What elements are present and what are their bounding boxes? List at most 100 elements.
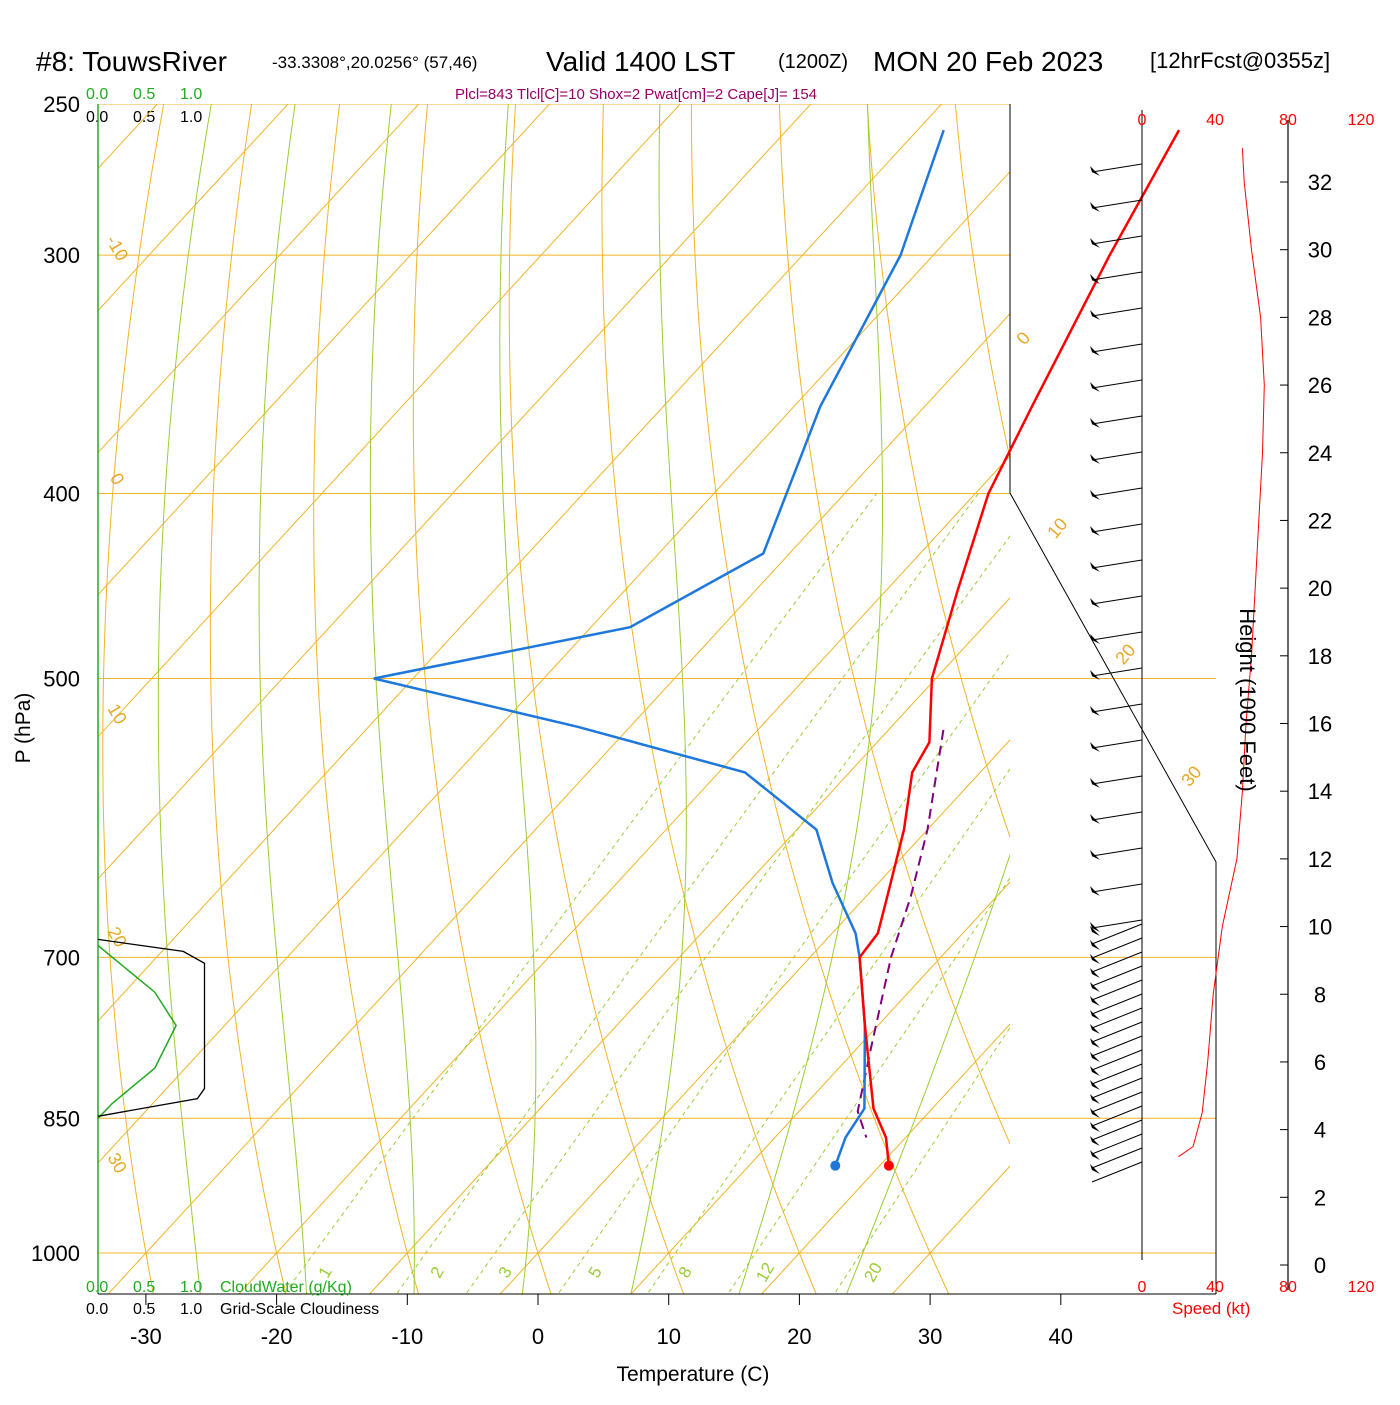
y-tick-label: 500 bbox=[43, 667, 80, 692]
y-tick-label: 700 bbox=[43, 945, 80, 970]
mixing-ratio-label: 3 bbox=[495, 1263, 516, 1281]
cloudwater-line bbox=[97, 944, 177, 1119]
wind-barb-staff bbox=[1091, 811, 1143, 821]
wind-barb-flag bbox=[1090, 1052, 1100, 1062]
wind-barb-flag bbox=[1090, 274, 1100, 284]
wind-barb-staff bbox=[1091, 1105, 1143, 1127]
isotherm-label: 0 bbox=[106, 470, 128, 489]
mixing-ratio-label: 20 bbox=[860, 1259, 886, 1285]
height-tick-label: 16 bbox=[1308, 712, 1332, 737]
wind-speed-line bbox=[1178, 148, 1265, 1158]
isotherm-line bbox=[761, 1023, 1010, 1294]
dry-adiabat-line bbox=[778, 104, 1010, 1145]
speed-tick-label-top: 40 bbox=[1206, 112, 1224, 129]
top-green-scale: 0.0 0.5 1.0 bbox=[86, 86, 202, 103]
isotherm-line bbox=[630, 881, 1010, 1294]
height-tick-label: 22 bbox=[1308, 508, 1332, 533]
wind-barb-staff bbox=[1091, 307, 1143, 317]
speed-tick-label-bottom: 120 bbox=[1348, 1279, 1375, 1296]
wind-barb-staff bbox=[1091, 667, 1143, 677]
top-green-2: 1.0 bbox=[180, 86, 202, 103]
title-zulu: (1200Z) bbox=[778, 51, 848, 73]
wind-barb-flag bbox=[1090, 346, 1100, 356]
x-tick-label: 20 bbox=[787, 1324, 811, 1349]
isotherm-label: -10 bbox=[102, 232, 132, 265]
top-black-1: 0.5 bbox=[133, 109, 155, 126]
wind-barb-staff bbox=[1091, 937, 1143, 959]
isotherm-line bbox=[98, 104, 943, 1022]
moist-adiabat-line bbox=[258, 104, 308, 1294]
bottom-black-0: 0.0 bbox=[86, 1301, 108, 1318]
wind-barb-flag bbox=[1090, 1066, 1100, 1076]
bottom-green-0: 0.0 bbox=[86, 1279, 108, 1296]
dry-adiabat-line bbox=[690, 104, 950, 1294]
dry-adiabat-lines bbox=[102, 104, 1010, 1294]
wind-barb-flag bbox=[1090, 1094, 1100, 1104]
isotherm-line bbox=[499, 739, 1010, 1294]
speed-tick-label-top: 120 bbox=[1348, 112, 1375, 129]
wind-barb-staff bbox=[1091, 1049, 1143, 1071]
wind-barb-staff bbox=[1091, 979, 1143, 1001]
sounding-profiles bbox=[373, 129, 1181, 1171]
wind-barb-flag bbox=[1090, 706, 1100, 716]
isotherm-label: 10 bbox=[1043, 514, 1071, 542]
wind-barb-staff bbox=[1091, 451, 1143, 461]
wind-barb-staff bbox=[1091, 1007, 1143, 1029]
surface-dewpoint-dot bbox=[830, 1160, 841, 1171]
speed-tick-label-top: 80 bbox=[1279, 112, 1297, 129]
x-tick-label: -30 bbox=[130, 1324, 162, 1349]
params-line: Plcl=843 Tlcl[C]=10 Shox=2 Pwat[cm]=2 Ca… bbox=[455, 86, 817, 103]
isotherm-label: 10 bbox=[104, 700, 131, 727]
wind-barb-staff bbox=[1091, 523, 1143, 533]
wind-barb-flag bbox=[1090, 940, 1100, 950]
wind-barb-flag bbox=[1090, 1150, 1100, 1160]
wind-barb-flag bbox=[1090, 166, 1100, 176]
wind-barb-flag bbox=[1090, 1038, 1100, 1048]
mixing-ratio-line bbox=[395, 493, 979, 1294]
bottom-black-2: 1.0 bbox=[180, 1301, 202, 1318]
isotherm-line bbox=[368, 597, 1010, 1294]
title-valid: Valid 1400 LST bbox=[546, 46, 735, 77]
moist-adiabat-line bbox=[369, 104, 415, 1294]
mixing-ratio-label: 2 bbox=[427, 1263, 448, 1281]
wind-barb-flag bbox=[1090, 310, 1100, 320]
mixing-ratio-labels: 1 2 3 5 8 12 20 bbox=[315, 1259, 887, 1285]
wind-panel: 0040408080120120024681012141618202224262… bbox=[1090, 110, 1374, 1296]
wind-barb-staff bbox=[1091, 739, 1143, 749]
height-tick-label: 28 bbox=[1308, 305, 1332, 330]
height-tick-label: 26 bbox=[1308, 373, 1332, 398]
moist-adiabat-lines bbox=[157, 104, 1010, 1294]
title-station: #8: TouwsRiver bbox=[36, 46, 227, 77]
parcel-line bbox=[856, 729, 945, 1138]
wind-barb-flag bbox=[1090, 454, 1100, 464]
wind-barb-staff bbox=[1091, 1077, 1143, 1099]
wind-barb-flag bbox=[1090, 922, 1100, 932]
isotherm-line bbox=[98, 104, 681, 738]
wind-barb-flag bbox=[1090, 1080, 1100, 1090]
wind-barb-flag bbox=[1090, 886, 1100, 896]
speed-tick-label-bottom: 0 bbox=[1138, 1279, 1147, 1296]
title-forecast: [12hrFcst@0355z] bbox=[1150, 48, 1330, 73]
wind-barb-staff bbox=[1091, 919, 1143, 929]
y-tick-label: 1000 bbox=[31, 1241, 80, 1266]
dry-adiabat-line bbox=[866, 104, 1010, 839]
height-tick-label: 10 bbox=[1308, 915, 1332, 940]
isotherm-line bbox=[238, 455, 1010, 1294]
height-axis-title: Height (1000 Feet) bbox=[1235, 608, 1260, 791]
isotherm-line bbox=[98, 104, 289, 312]
wind-barb-staff bbox=[1091, 965, 1143, 987]
top-black-0: 0.0 bbox=[86, 109, 108, 126]
dry-adiabat-line bbox=[102, 104, 165, 1294]
wind-barb-flag bbox=[1090, 1164, 1100, 1174]
y-axis-title: P (hPa) bbox=[12, 693, 35, 764]
mixing-ratio-label: 5 bbox=[585, 1263, 606, 1281]
mixing-ratio-label: 12 bbox=[752, 1259, 778, 1285]
y-tick-label: 850 bbox=[43, 1106, 80, 1131]
dewpoint-line bbox=[373, 129, 945, 1167]
top-black-2: 1.0 bbox=[180, 109, 202, 126]
top-black-scale: 0.0 0.5 1.0 bbox=[86, 109, 202, 126]
height-tick-label: 8 bbox=[1314, 982, 1326, 1007]
x-tick-label: 30 bbox=[918, 1324, 942, 1349]
dry-adiabat-line bbox=[508, 104, 685, 1294]
wind-barb-staff bbox=[1091, 1063, 1143, 1085]
